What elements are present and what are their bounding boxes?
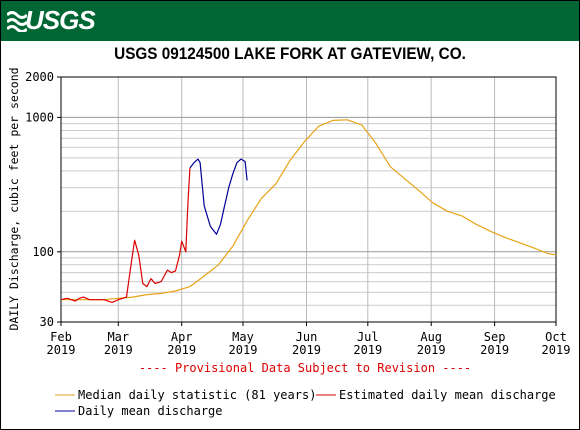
series-daily-mean — [189, 158, 248, 235]
x-tick-year: 2019 — [47, 343, 76, 357]
provisional-note: ---- Provisional Data Subject to Revisio… — [139, 361, 471, 375]
chart-title: USGS 09124500 LAKE FORK AT GATEVIEW, CO. — [114, 44, 466, 63]
legend: Median daily statistic (81 years) Estima… — [55, 388, 556, 418]
y-tick-label: 30 — [40, 315, 54, 329]
x-tick-month: Sep — [484, 330, 506, 344]
x-tick-year: 2019 — [417, 343, 446, 357]
x-tick-year: 2019 — [229, 343, 258, 357]
x-tick-year: 2019 — [292, 343, 321, 357]
usgs-logo-icon — [7, 11, 27, 32]
legend-label-median: Median daily statistic (81 years) — [78, 388, 316, 402]
plot-area — [60, 76, 557, 323]
y-tick-label: 100 — [32, 245, 54, 259]
usgs-banner: USGS — [1, 1, 579, 41]
y-tick-label: 1000 — [25, 110, 54, 124]
x-tick-year: 2019 — [480, 343, 509, 357]
series-estimated — [60, 167, 191, 303]
y-axis-label: DAILY Discharge, cubic feet per second — [7, 67, 21, 330]
x-tick-month: Feb — [50, 330, 72, 344]
x-tick-month: Apr — [171, 330, 193, 344]
x-tick-month: May — [232, 330, 254, 344]
legend-label-estimated: Estimated daily mean discharge — [339, 388, 556, 402]
y-tick-label: 2000 — [25, 70, 54, 84]
x-tick-month: Mar — [107, 330, 129, 344]
legend-label-daily-mean: Daily mean discharge — [78, 404, 223, 418]
major-grid — [60, 76, 557, 323]
x-tick-year: 2019 — [104, 343, 133, 357]
x-tick-year: 2019 — [353, 343, 382, 357]
x-tick-month: Jun — [296, 330, 318, 344]
x-axis: Feb2019Mar2019Apr2019May2019Jun2019Jul20… — [47, 322, 571, 357]
usgs-logo-text: USGS — [25, 5, 96, 35]
series-median — [61, 119, 557, 301]
x-tick-month: Oct — [545, 330, 567, 344]
x-tick-month: Aug — [420, 330, 442, 344]
x-tick-month: Jul — [357, 330, 379, 344]
minor-grid — [61, 123, 556, 306]
series-layer — [60, 119, 557, 303]
y-axis: 30 100 1000 2000 — [25, 70, 61, 329]
x-tick-year: 2019 — [167, 343, 196, 357]
x-tick-year: 2019 — [542, 343, 571, 357]
